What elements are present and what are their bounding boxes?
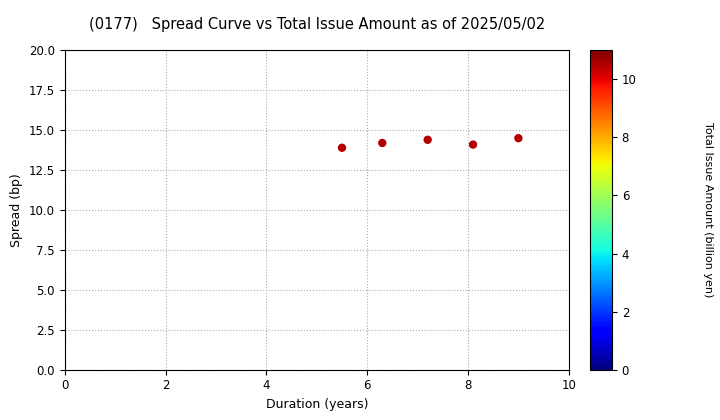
Y-axis label: Spread (bp): Spread (bp) (10, 173, 23, 247)
Text: (0177)   Spread Curve vs Total Issue Amount as of 2025/05/02: (0177) Spread Curve vs Total Issue Amoun… (89, 17, 545, 32)
Y-axis label: Total Issue Amount (billion yen): Total Issue Amount (billion yen) (703, 122, 713, 298)
X-axis label: Duration (years): Duration (years) (266, 398, 368, 411)
Point (336, 144, 348, 151)
Point (513, 135, 524, 142)
Point (377, 139, 388, 146)
Point (467, 141, 479, 148)
Point (422, 136, 433, 143)
